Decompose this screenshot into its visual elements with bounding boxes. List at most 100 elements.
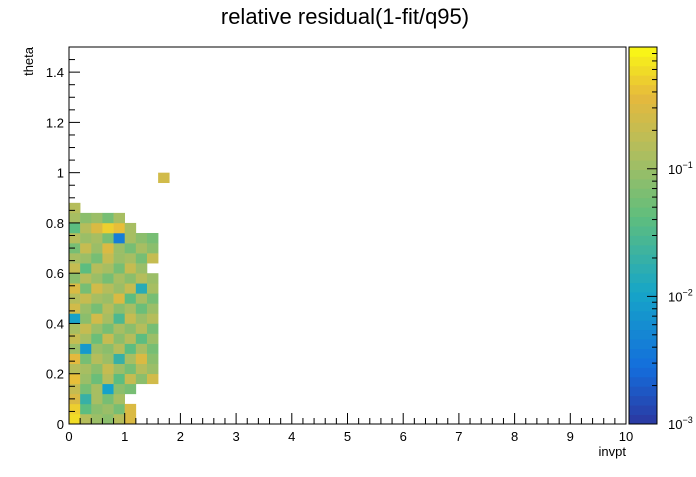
colorbar-segment [629,244,657,255]
heatmap-bin [146,313,159,324]
colorbar-segment [629,160,657,170]
heatmap-bin [80,283,92,294]
heatmap-bin [146,363,159,375]
heatmap-bin [113,222,125,234]
heatmap-bin [69,202,81,214]
heatmap-bin [80,393,92,405]
heatmap-bin [135,232,148,244]
heatmap-bin [69,263,81,274]
heatmap-bin [124,303,137,314]
heatmap-bin [102,363,114,375]
heatmap-bin [124,222,137,234]
chart-title: relative residual(1-fit/q95) [221,4,469,29]
heatmap-bin [146,303,159,314]
colorbar-segment [629,301,657,312]
heatmap-bin [69,353,81,364]
heatmap-bin [102,222,114,234]
heatmap-bin [91,383,103,395]
x-axis-label: invpt [599,444,627,459]
y-tick-label: 1 [57,166,64,181]
heatmap-bin [113,293,125,304]
heatmap-bin [69,222,81,234]
colorbar-segment [629,112,657,123]
heatmap-bin [102,212,114,224]
y-axis-label: theta [21,46,36,76]
heatmap-bin [135,273,148,284]
heatmap-bin [135,343,148,354]
heatmap-bin [124,323,137,334]
heatmap-bin [102,243,114,254]
heatmap-bin [135,363,148,375]
heatmap-bin [80,273,92,284]
heatmap-bin [91,403,103,415]
heatmap-bin [135,323,148,334]
y-tick-label: 1.4 [46,65,64,80]
heatmap-bin [91,273,103,284]
heatmap-bin [124,243,137,254]
x-tick-label: 8 [511,429,518,444]
heatmap-bin [80,333,92,344]
heatmap-bin [135,293,148,304]
heatmap-bin [146,323,159,334]
heatmap-bin [102,303,114,314]
colorbar-segment [629,103,657,114]
heatmap-bin [113,413,125,425]
heatmap-bin [146,293,159,304]
heatmap-bin [91,353,103,364]
colorbar-segment [629,84,657,95]
heatmap-bin [113,273,125,284]
colorbar-segment [629,141,657,152]
colorbar-segment [629,47,657,57]
heatmap-bin [102,373,114,385]
heatmap-bin [80,293,92,304]
heatmap-bin [113,283,125,294]
y-tick-label: 0.8 [46,216,64,231]
heatmap-bin [146,333,159,344]
colorbar-segment [629,197,657,208]
x-tick-label: 7 [455,429,462,444]
heatmap-bin [80,413,92,425]
colorbar-segment [629,386,657,397]
heatmap-bin [146,343,159,354]
y-tick-label: 0.6 [46,266,64,281]
x-tick-label: 1 [121,429,128,444]
heatmap-bin [91,243,103,254]
colorbar-tick-label: 10−3 [668,415,693,432]
heatmap-bin [102,263,114,274]
colorbar-segment [629,131,657,142]
heatmap-bin [91,222,103,234]
heatmap-bin [91,313,103,324]
colorbar-segment [629,292,657,302]
heatmap-bin [135,353,148,364]
heatmap-bin [124,343,137,354]
heatmap-bin [102,383,114,395]
heatmap-bin [80,253,92,264]
heatmap-bin [124,253,137,264]
heatmap-bin [113,333,125,344]
heatmap-bin [91,253,103,264]
heatmap-bin [102,413,114,425]
heatmap-bin [69,403,81,415]
heatmap-bin [113,303,125,314]
heatmap-bin [80,303,92,314]
heatmap-bin [113,403,125,415]
heatmap-bin [80,212,92,224]
heatmap-bin [113,373,125,385]
heatmap-bin [80,323,92,334]
heatmap-bin [113,343,125,354]
heatmap-bin [113,353,125,364]
heatmap-bins [69,172,170,425]
heatmap-bin [146,283,159,294]
x-tick-label: 6 [400,429,407,444]
colorbar-segment [629,235,657,246]
x-tick-label: 0 [65,429,72,444]
heatmap-bin [69,212,81,224]
colorbar-segment [629,282,657,293]
heatmap-bin [69,323,81,334]
heatmap-bin [91,373,103,385]
colorbar-segment [629,178,657,189]
heatmap-bin [80,243,92,254]
y-tick-label: 0 [57,417,64,432]
heatmap-bin [91,303,103,314]
